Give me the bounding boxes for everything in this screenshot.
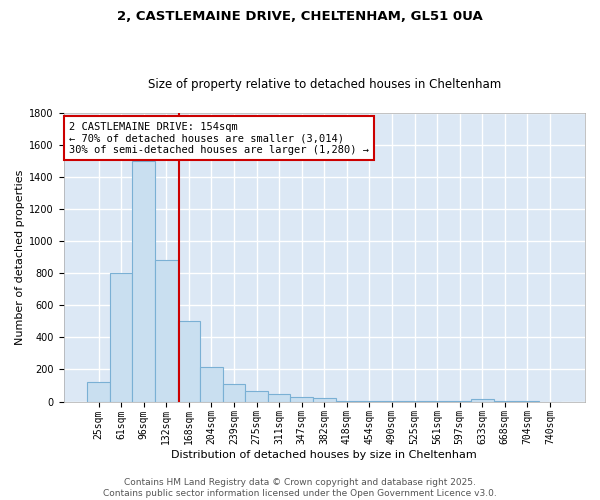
Bar [426, 401, 448, 402]
Title: Size of property relative to detached houses in Cheltenham: Size of property relative to detached ho… [148, 78, 501, 91]
Bar [268, 394, 290, 402]
Bar [178, 322, 200, 402]
Bar [110, 274, 133, 402]
Bar [358, 401, 380, 402]
Bar [245, 391, 268, 402]
Bar [200, 367, 223, 402]
Text: Contains HM Land Registry data © Crown copyright and database right 2025.
Contai: Contains HM Land Registry data © Crown c… [103, 478, 497, 498]
Bar [223, 384, 245, 402]
Bar [335, 401, 358, 402]
Bar [87, 382, 110, 402]
Bar [313, 398, 335, 402]
Bar [494, 401, 516, 402]
Text: 2, CASTLEMAINE DRIVE, CHELTENHAM, GL51 0UA: 2, CASTLEMAINE DRIVE, CHELTENHAM, GL51 0… [117, 10, 483, 23]
Text: 2 CASTLEMAINE DRIVE: 154sqm
← 70% of detached houses are smaller (3,014)
30% of : 2 CASTLEMAINE DRIVE: 154sqm ← 70% of det… [69, 122, 369, 155]
Bar [516, 401, 539, 402]
Bar [380, 401, 403, 402]
Bar [403, 401, 426, 402]
Bar [155, 260, 178, 402]
Bar [133, 161, 155, 402]
Bar [471, 399, 494, 402]
Bar [290, 396, 313, 402]
Bar [448, 401, 471, 402]
X-axis label: Distribution of detached houses by size in Cheltenham: Distribution of detached houses by size … [172, 450, 477, 460]
Y-axis label: Number of detached properties: Number of detached properties [15, 170, 25, 345]
